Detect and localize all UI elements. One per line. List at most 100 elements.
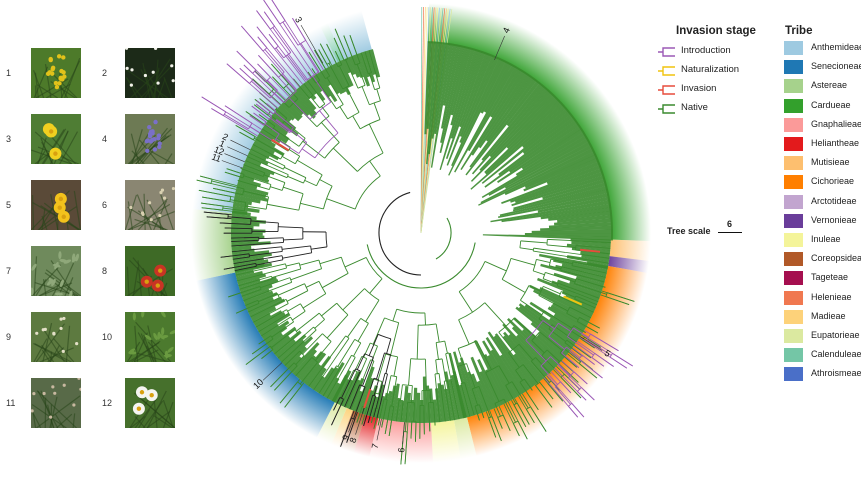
clade-fill (246, 153, 269, 166)
clade-fill (465, 80, 541, 176)
branch-tip (314, 49, 326, 70)
branch-tip (271, 63, 296, 92)
branch-arc (242, 174, 245, 178)
clade-fill (479, 371, 498, 409)
branch-tip (355, 382, 367, 412)
branch-tip (454, 377, 465, 419)
clade-fill (536, 334, 565, 361)
clade-fill (529, 284, 593, 318)
branch-stem (339, 355, 352, 376)
branch-stem (300, 202, 324, 210)
branch-stem (224, 113, 249, 130)
branch-arc (360, 317, 369, 324)
branch-stem (287, 175, 304, 184)
clade-fill (539, 286, 595, 315)
clade-fill (470, 94, 557, 182)
branch-stem (254, 71, 266, 83)
branch-stem (457, 366, 463, 384)
branch-arc (285, 263, 287, 269)
branch-tip (370, 416, 374, 424)
clade-fill (553, 313, 585, 334)
clade-fill (383, 390, 393, 420)
branch-stem (570, 330, 584, 340)
branch-stem (566, 346, 581, 359)
clade-fill (345, 57, 356, 76)
branch-tip (572, 347, 595, 365)
branch-tip (591, 246, 611, 249)
clade-fill (499, 354, 527, 393)
branch-tip (601, 290, 635, 302)
clade-fill (480, 60, 510, 114)
branch-stem (435, 342, 439, 360)
tribe-swatch (784, 213, 803, 228)
clade-fill (506, 96, 560, 149)
branch-tip (558, 363, 579, 383)
branch-stem (571, 265, 586, 270)
clade-fill (555, 264, 606, 281)
branch-arc (418, 323, 437, 326)
branch-tip (308, 51, 322, 72)
branch-stem (345, 59, 359, 89)
clade-fill (293, 89, 318, 116)
photo-number: 1 (6, 68, 12, 78)
branch-tip (326, 374, 341, 399)
branch-stem (551, 324, 564, 334)
branch-stem (400, 400, 404, 420)
tribe-ring-segment (427, 3, 651, 242)
clade-fill (476, 380, 492, 411)
branch-stem (291, 129, 308, 143)
branch-stem (373, 379, 380, 396)
clade-fill (489, 89, 552, 158)
tribe-swatch (784, 290, 803, 305)
branch-stem (289, 326, 314, 349)
clade-fill (553, 272, 604, 291)
branch-stem (557, 285, 575, 293)
clade-fill (531, 229, 613, 234)
clade-fill (303, 363, 322, 385)
branch-tip (581, 334, 601, 348)
clade-fill (458, 52, 490, 128)
tribe-legend-label: Eupatorieae (811, 330, 860, 340)
branch-stem (510, 257, 536, 266)
branch-arc (298, 262, 302, 270)
clade-fill (236, 184, 269, 196)
branch-stem (275, 47, 285, 59)
branch-tip (571, 347, 583, 357)
branch-stem (352, 115, 361, 130)
branch-tip (256, 100, 274, 114)
clade-fill (504, 141, 592, 189)
branch-stem (520, 299, 543, 316)
callout-line (224, 153, 245, 163)
clade-fill (280, 102, 301, 122)
branch-tip (563, 332, 577, 343)
branch-stem (258, 237, 284, 240)
branch-tip (586, 326, 599, 334)
branch-stem (267, 79, 278, 91)
branch-arc (574, 278, 577, 284)
legend-branch-icon (658, 66, 675, 76)
branch-tip (231, 244, 253, 247)
branch-stem (321, 122, 340, 143)
branch-stem (339, 65, 350, 87)
clade-fill (232, 250, 270, 259)
branch-stem (326, 77, 344, 105)
tribe-swatch (784, 41, 803, 55)
branch-stem (435, 359, 438, 374)
branch-arc (515, 364, 524, 371)
branch-tip (274, 371, 292, 391)
branch-stem (368, 73, 376, 90)
callout-line (262, 362, 283, 381)
branch-tip (255, 325, 260, 328)
clade-fill (431, 42, 447, 139)
branch-stem (549, 265, 562, 270)
branch-stem (211, 180, 245, 190)
branch-arc (368, 72, 372, 75)
branch-stem (295, 355, 305, 365)
clade-fill (471, 71, 529, 156)
branch-stem (270, 117, 290, 134)
branch-stem (445, 353, 450, 369)
callout-label: 2 (221, 131, 230, 142)
branch-arc (280, 154, 284, 160)
branch-stem (378, 381, 383, 395)
